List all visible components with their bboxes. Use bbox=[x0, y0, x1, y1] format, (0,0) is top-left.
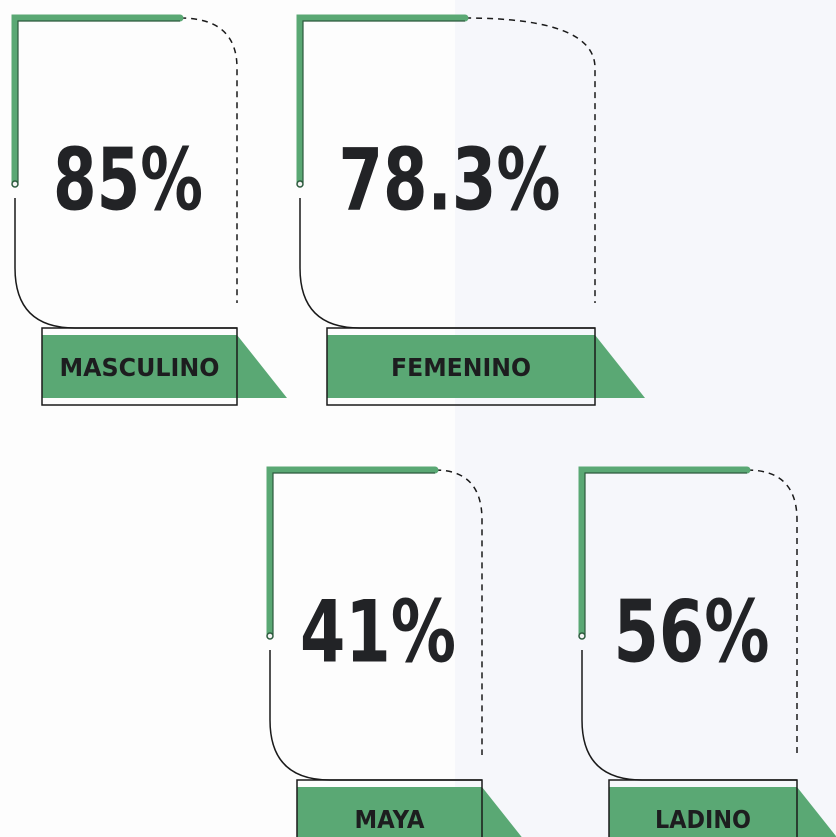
accent-edge bbox=[17, 20, 180, 183]
label-band bbox=[609, 787, 836, 837]
accent-bracket bbox=[578, 466, 751, 639]
stat-label: MASCULINO bbox=[60, 353, 220, 382]
stat-label: LADINO bbox=[655, 805, 751, 834]
stat-value: 85% bbox=[53, 130, 203, 230]
frame-line bbox=[299, 198, 595, 329]
dashed-frame bbox=[434, 469, 483, 755]
accent-dot bbox=[266, 632, 274, 640]
dashed-frame bbox=[179, 17, 238, 303]
accent-edge bbox=[302, 20, 465, 183]
accent-bracket bbox=[11, 14, 184, 187]
stat-value: 56% bbox=[614, 582, 770, 682]
dashed-frame bbox=[464, 17, 596, 303]
dashed-frame bbox=[746, 469, 798, 755]
frame-line bbox=[269, 650, 482, 781]
frame-line bbox=[14, 198, 237, 329]
label-band bbox=[297, 787, 522, 837]
accent-edge bbox=[584, 472, 747, 635]
accent-dot bbox=[296, 180, 304, 188]
stat-label: MAYA bbox=[355, 805, 426, 834]
background-tint bbox=[455, 0, 836, 837]
label-band bbox=[42, 335, 287, 398]
stat-value: 41% bbox=[300, 582, 456, 682]
accent-bracket bbox=[266, 466, 439, 639]
frame-line bbox=[581, 650, 797, 781]
stat-label: FEMENINO bbox=[391, 353, 531, 382]
accent-bracket bbox=[296, 14, 469, 187]
accent-edge bbox=[272, 472, 435, 635]
stat-value: 78.3% bbox=[339, 130, 561, 230]
accent-dot bbox=[11, 180, 19, 188]
accent-dot bbox=[578, 632, 586, 640]
label-band bbox=[327, 335, 645, 398]
